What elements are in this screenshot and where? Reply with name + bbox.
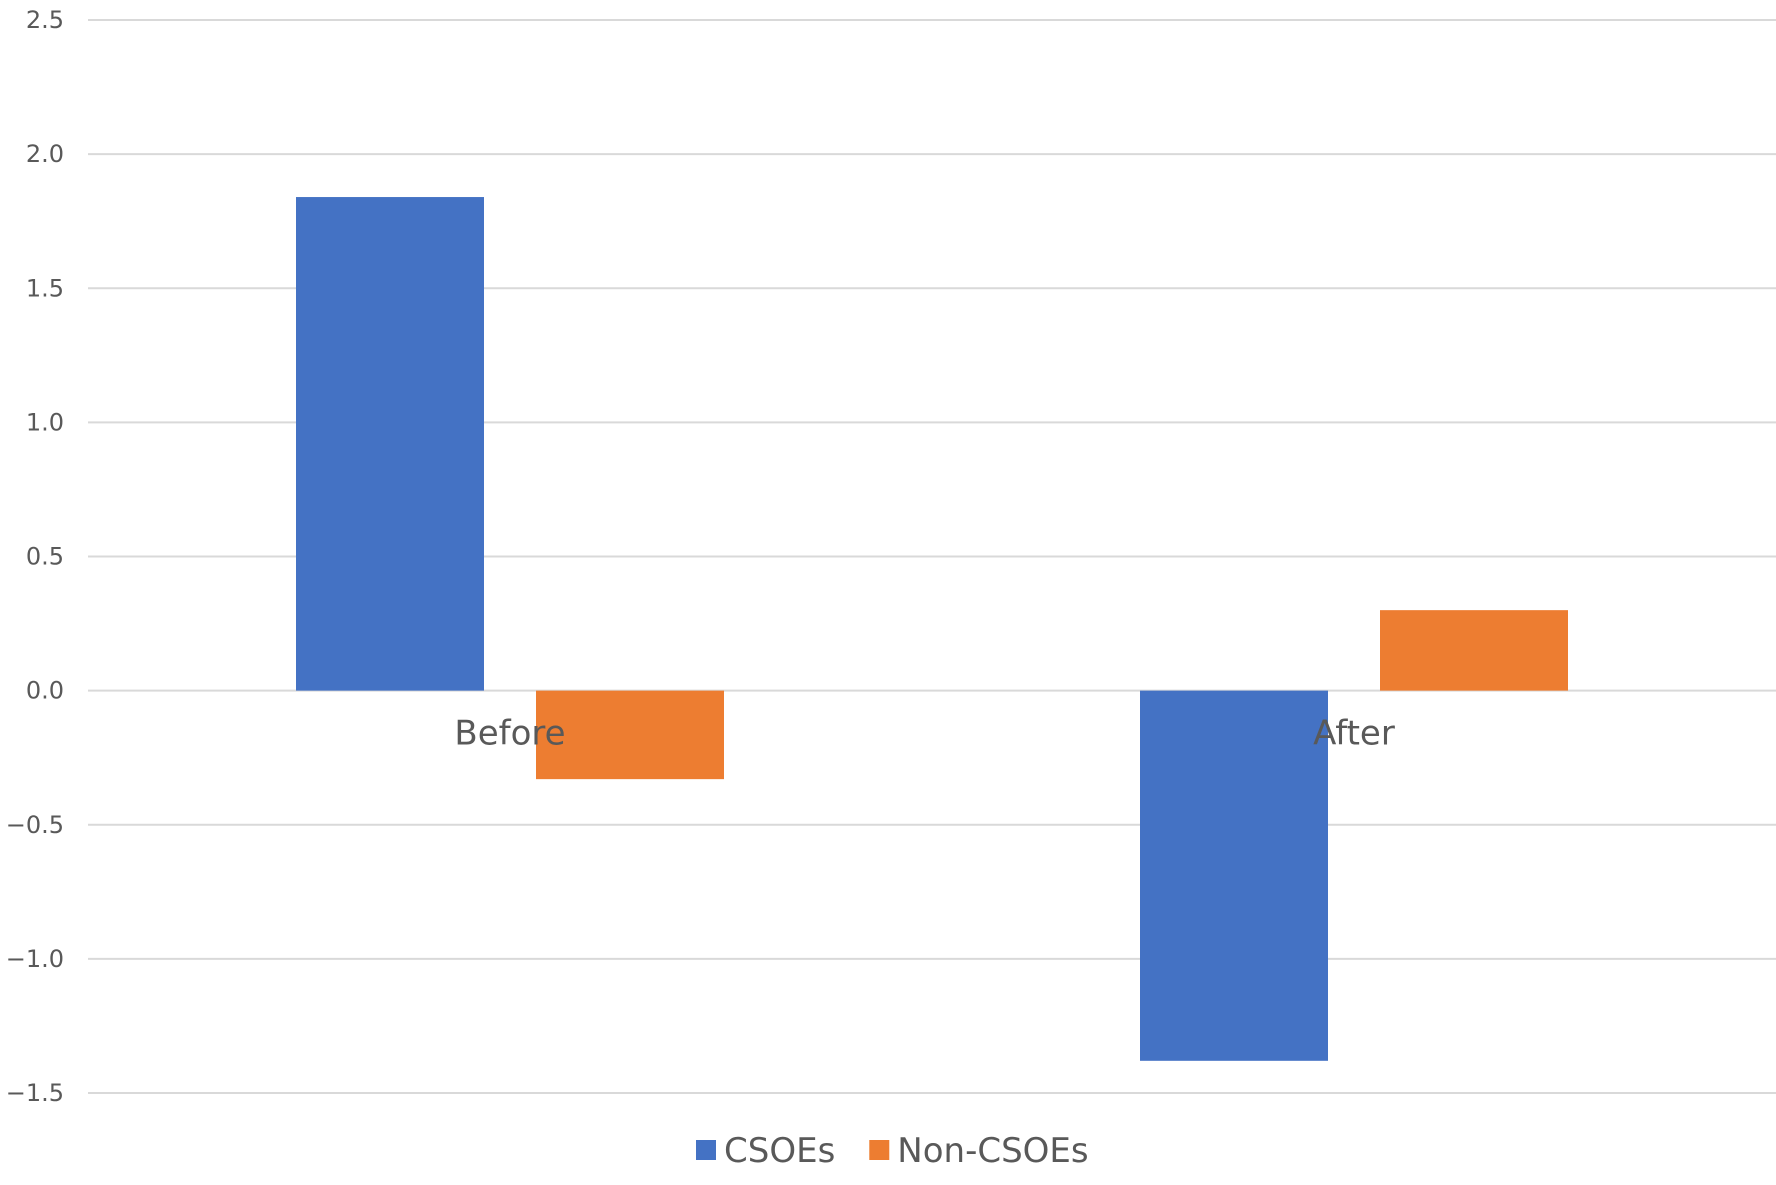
- legend-swatch: [696, 1140, 716, 1160]
- bar-non-csoes-after: [1380, 610, 1568, 691]
- category-label: After: [1313, 714, 1395, 754]
- y-tick-label: −1.0: [6, 945, 64, 973]
- legend: CSOEs Non-CSOEs: [696, 1131, 1089, 1171]
- y-axis-tick-labels: 2.5 2.0 1.5 1.0 0.5 0.0 −0.5 −1.0 −1.5: [6, 6, 64, 1107]
- legend-label: CSOEs: [724, 1131, 835, 1171]
- bar-csoes-after: [1140, 690, 1328, 1061]
- y-tick-label: 0.0: [26, 677, 64, 705]
- y-tick-label: 1.5: [26, 274, 64, 302]
- y-tick-label: −1.5: [6, 1079, 64, 1107]
- y-tick-label: −0.5: [6, 811, 64, 839]
- bar-non-csoes-before: [536, 690, 724, 780]
- category-label: Before: [454, 714, 565, 754]
- bars: [296, 197, 1568, 1061]
- y-tick-label: 1.0: [26, 408, 64, 436]
- y-tick-label: 2.0: [26, 140, 64, 168]
- y-tick-label: 2.5: [26, 6, 64, 34]
- legend-label: Non-CSOEs: [897, 1131, 1088, 1171]
- legend-swatch: [869, 1140, 890, 1160]
- category-labels: Before After: [454, 714, 1394, 754]
- y-tick-label: 0.5: [26, 543, 64, 571]
- bar-csoes-before: [296, 197, 484, 691]
